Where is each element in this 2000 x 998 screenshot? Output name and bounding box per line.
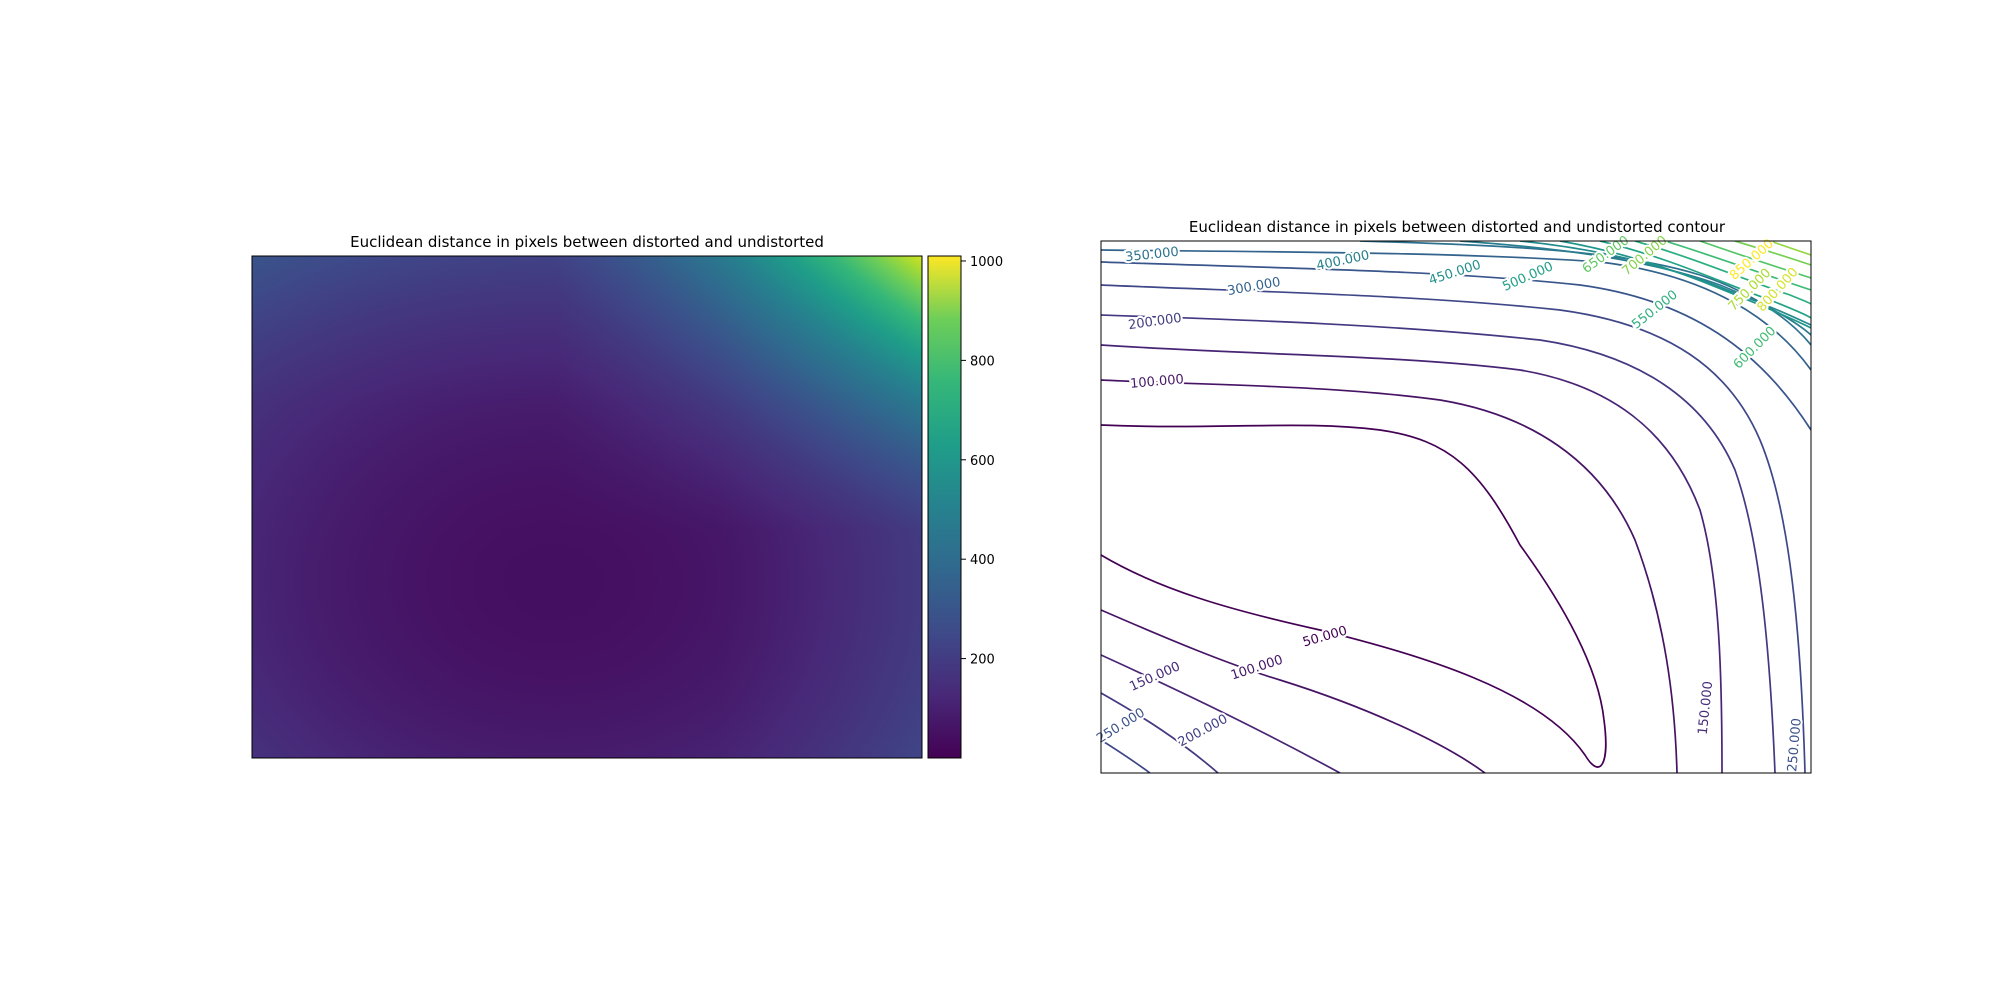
contour-label-300: 300.000 <box>1226 275 1282 299</box>
heatmap-panel: Euclidean distance in pixels between dis… <box>251 233 923 759</box>
contour-line-500 <box>1519 241 1811 326</box>
contour-label-150: 150.000 <box>1696 680 1717 735</box>
contour-label-450: 450.000 <box>1427 258 1483 289</box>
colorbar-tick-label: 800 <box>970 354 995 369</box>
contour-frame <box>1100 240 1812 774</box>
contour-line-800 <box>1734 241 1811 266</box>
contour-line-50 <box>1101 424 1607 768</box>
contour-line-400 <box>1359 241 1811 346</box>
heatmap-title: Euclidean distance in pixels between dis… <box>350 233 824 251</box>
colorbar: 200 400 600 800 1000 <box>927 255 1003 759</box>
contour-line-700 <box>1664 241 1811 291</box>
contour-line-450 <box>1459 241 1811 336</box>
contour-line-350 <box>1101 249 1811 371</box>
contour-line-250-b <box>1101 284 1806 773</box>
contour-line-250 <box>1101 739 1151 773</box>
colorbar-gradient <box>927 255 962 759</box>
contour-label-200: 200.000 <box>1176 712 1231 750</box>
contour-line-750 <box>1699 241 1811 279</box>
contour-line-150 <box>1101 654 1341 773</box>
contour-line-100 <box>1101 609 1486 773</box>
contour-label-350: 350.000 <box>1124 245 1179 266</box>
colorbar-tick-label: 1000 <box>970 255 1003 270</box>
contour-panel: Euclidean distance in pixels between dis… <box>1092 218 1812 774</box>
contour-lines <box>1101 241 1811 773</box>
heatmap-image <box>252 256 922 758</box>
contour-line-150-b <box>1101 344 1723 773</box>
contour-label-100: 100.000 <box>1130 372 1185 392</box>
contour-label-200: 200.000 <box>1127 311 1182 333</box>
heatmap-frame <box>251 255 923 759</box>
contour-line-100-b <box>1101 379 1678 773</box>
contour-line-650 <box>1634 241 1811 305</box>
contour-line-600 <box>1599 241 1811 319</box>
contour-line-200-b <box>1101 314 1776 773</box>
colorbar-tick-label: 400 <box>970 553 995 568</box>
contour-line-550 <box>1559 241 1811 329</box>
contour-line-300 <box>1101 261 1811 431</box>
contour-line-850 <box>1769 241 1811 256</box>
colorbar-tick-label: 600 <box>970 454 995 469</box>
colorbar-tick-label: 200 <box>970 653 995 668</box>
contour-label-250: 250.000 <box>1785 718 1805 773</box>
colorbar-ticks: 200 400 600 800 1000 <box>961 255 1003 668</box>
contour-label-250: 250.000 <box>1094 705 1148 746</box>
contour-labels: 350.000 400.000 450.000 500.000650.000700.0… <box>1092 231 1807 774</box>
contour-label-500: 500.000 <box>1500 259 1555 295</box>
contour-line-200 <box>1101 692 1219 773</box>
contour-title: Euclidean distance in pixels between dis… <box>1189 218 1726 236</box>
